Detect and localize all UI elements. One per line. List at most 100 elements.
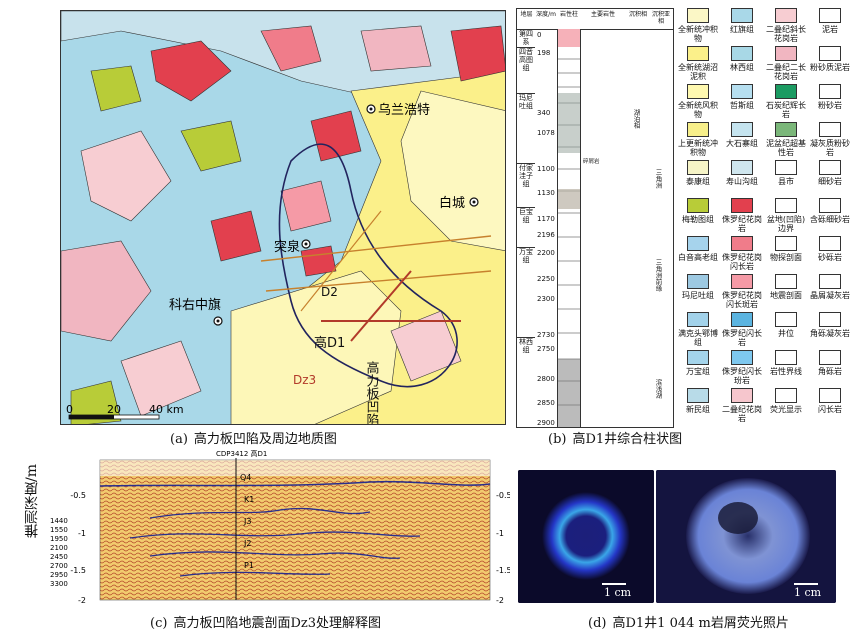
legend-label: 二叠纪花岗岩 [722,405,762,423]
legend-label: 全新统冲积物 [678,25,718,43]
legend-item: 泥盆纪超基性岩 [764,122,808,166]
horizon-label: J3 [243,517,251,526]
horizon-label: K1 [244,495,254,504]
fluorescence-photo-right: 1 cm [656,470,836,603]
legend-label: 凝灰质粉砂岩 [810,139,850,157]
scale-label: 1 cm [604,586,632,599]
legend-item: 寿山沟组 [720,160,764,204]
legend-item: 二叠纪二长花岗岩 [764,46,808,90]
fluorescence-photo-left: 1 cm [518,470,654,603]
caption-d: (d) 高D1井1 044 m岩屑荧光照片 [588,616,789,631]
legend-swatch [731,350,753,365]
legend-swatch [775,198,797,213]
geological-map-panel: 乌兰浩特 白城 突泉 科右中旗 高D1 Dz3 D2 高力板凹陷 0 20 40… [60,10,506,425]
svg-text:2450: 2450 [50,553,68,561]
depth-label: 340 [537,109,551,117]
legend-swatch [687,160,709,175]
svg-text:乌兰浩特: 乌兰浩特 [378,102,430,118]
scale-label: 1 cm [794,586,822,599]
legend-item: 全新统湖沼泥积 [676,46,720,90]
legend-swatch [819,84,841,99]
caption-c: (c) 高力板凹陷地震剖面Dz3处理解释图 [150,616,381,631]
legend-item: 大石寨组 [720,122,764,166]
unit-row: 玛尼吐组 [517,93,535,163]
axis-tick: -1 [78,529,86,538]
map-legend: 全新统冲积物 红旗组 二叠纪斜长花岗岩 泥岩全新统湖沼泥积 林西组 二叠纪二长花岗岩 粉砂质… [676,8,854,426]
legend-item: 荧光显示 [764,388,808,432]
legend-item: 凝灰质粉砂岩 [808,122,852,166]
legend-item: 白音高老组 [676,236,720,280]
legend-label: 侏罗纪花岗岩 [722,215,762,233]
legend-item: 细砂岩 [808,160,852,204]
legend-label: 粉砂质泥岩 [810,63,850,72]
depth-ticks: 1440 1550 1950 2100 2450 2700 2950 3300 [50,517,68,588]
column-header: 地层 深度/m 岩性柱 主要岩性 沉积相 沉积亚相 [517,9,673,30]
legend-swatch [819,388,841,403]
legend-swatch [775,236,797,251]
legend-label: 满克头鄂博组 [678,329,718,347]
legend-item: 全新统风积物 [676,84,720,128]
legend-label: 红旗组 [730,25,754,34]
svg-text:0: 0 [66,403,73,416]
depth-label: 2250 [537,275,555,283]
legend-label: 侏罗纪花岗闪长斑岩 [722,291,762,309]
map-scale-bar: 0 20 40 km [66,403,184,420]
scale-bar [602,583,626,585]
legend-swatch [819,122,841,137]
depth-label: 2750 [537,345,555,353]
depth-label: 1170 [537,215,555,223]
axis-tick: -1 [496,529,504,538]
legend-item: 侏罗纪花岗闪长斑岩 [720,274,764,318]
legend-label: 角砾岩 [818,367,842,376]
legend-label: 晶屑凝灰岩 [810,291,850,300]
legend-swatch [775,388,797,403]
depth-label: 2300 [537,295,555,303]
legend-swatch [775,274,797,289]
legend-swatch [687,84,709,99]
legend-swatch [819,312,841,327]
legend-swatch [819,198,841,213]
seismic-ylabel: 推测深度/m [24,464,40,538]
basin-name-label: 高力板凹陷 [364,360,380,425]
axis-tick: -1.5 [70,566,86,575]
axis-tick: -0.5 [496,491,510,500]
legend-swatch [731,388,753,403]
legend-label: 含砾细砂岩 [810,215,850,224]
legend-label: 大石寨组 [726,139,758,148]
facies-label: 三角洲前缘 [654,259,662,292]
legend-swatch [819,160,841,175]
stratigraphic-column: 地层 深度/m 岩性柱 主要岩性 沉积相 沉积亚相 第四系 四音高图组 玛尼吐组… [516,8,674,428]
horizon-label: J2 [243,539,251,548]
unit-row: 巨宝组 [517,207,535,247]
legend-label: 闪长岩 [818,405,842,414]
legend-label: 万宝组 [686,367,710,376]
legend-swatch [775,46,797,61]
legend-swatch [819,236,841,251]
legend-item: 林西组 [720,46,764,90]
legend-swatch [775,122,797,137]
legend-label: 二叠纪斜长花岗岩 [766,25,806,43]
depth-label: 2730 [537,331,555,339]
depth-label: 2850 [537,399,555,407]
town-tuquan: 突泉 [274,239,311,255]
legend-swatch [687,312,709,327]
legend-label: 石炭纪辉长岩 [766,101,806,119]
legend-swatch [731,84,753,99]
lithology-column [557,29,581,427]
legend-swatch [687,274,709,289]
seismic-profile: CDP3412 高D1 Q4 K1 J3 J2 P1 -0.5 -1 -1.5 … [50,449,510,605]
legend-label: 泥岩 [822,25,838,34]
legend-label: 泥盆纪超基性岩 [766,139,806,157]
legend-item: 角砾凝灰岩 [808,312,852,356]
legend-label: 细砂岩 [818,177,842,186]
unit-row: 万宝组 [517,247,535,337]
legend-swatch [687,122,709,137]
depth-label: 2196 [537,231,555,239]
unit-row: 四音高图组 [517,47,535,93]
town-keyouzhongqi: 科右中旗 [169,297,223,326]
geological-map: 乌兰浩特 白城 突泉 科右中旗 高D1 Dz3 D2 高力板凹陷 0 20 40… [61,11,505,425]
legend-item: 粉砂岩 [808,84,852,128]
legend-item: 泥岩 [808,8,852,52]
legend-item: 闪长岩 [808,388,852,432]
legend-item: 万宝组 [676,350,720,394]
